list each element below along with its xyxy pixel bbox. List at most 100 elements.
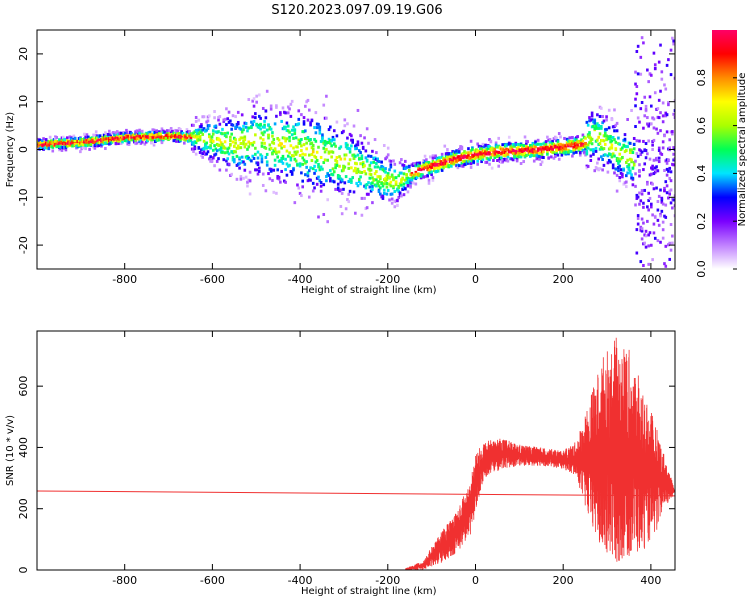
spectrogram-cell <box>293 157 297 161</box>
spectrogram-cell <box>617 165 620 169</box>
spectrogram-cell <box>146 137 149 141</box>
spectrogram-cell <box>451 149 454 153</box>
spectrogram-cell <box>280 160 283 164</box>
spectrogram-cell <box>628 157 632 161</box>
spectrogram-cell <box>565 151 569 155</box>
spectrogram-cell <box>643 95 647 99</box>
spectrogram-cell <box>427 163 431 167</box>
spectrogram-cell <box>338 164 341 168</box>
spectrogram-cell <box>65 139 69 143</box>
spectrogram-cell <box>575 136 578 140</box>
spectrogram-cell <box>656 169 660 173</box>
spectrogram-cell <box>398 171 402 175</box>
spectrogram-cell <box>490 166 494 170</box>
spectrogram-cell <box>643 162 647 166</box>
spectrogram-cell <box>307 108 311 112</box>
spectrogram-cell <box>105 141 109 145</box>
spectrogram-cell <box>296 150 299 154</box>
spectrogram-cell <box>40 142 44 146</box>
spectrogram-cell <box>361 161 365 165</box>
spectrogram-cell <box>257 166 261 170</box>
spectrogram-cell <box>543 144 547 148</box>
spectrogram-cell <box>389 180 393 184</box>
spectrogram-cell <box>471 159 474 163</box>
spectrogram-cell <box>359 175 362 179</box>
spectrogram-cell <box>505 158 508 162</box>
spectrogram-cell <box>75 142 78 146</box>
spectrogram-cell <box>81 146 85 150</box>
spectrogram-cell <box>456 150 460 154</box>
spectrogram-cell <box>580 143 583 147</box>
spectrogram-cell <box>588 116 591 120</box>
spectrogram-cell <box>492 147 495 151</box>
spectrogram-cell <box>323 150 327 154</box>
spectrogram-cell <box>484 143 487 147</box>
spectrogram-cell <box>81 139 85 143</box>
spectrogram-cell <box>355 146 358 150</box>
spectrogram-cell <box>653 236 657 240</box>
spectrogram-cell <box>293 201 297 205</box>
spectrogram-cell <box>613 154 616 158</box>
spectrogram-cell <box>454 150 457 154</box>
spectrogram-cell <box>414 177 418 181</box>
spectrogram-cell <box>239 175 243 179</box>
spectrogram-cell <box>217 143 220 147</box>
spectrogram-cell <box>661 120 665 124</box>
spectrogram-cell <box>647 80 650 84</box>
spectrogram-cell <box>189 132 193 136</box>
spectrogram-cell <box>239 136 243 140</box>
spectrogram-cell <box>536 138 540 142</box>
spectrogram-cell <box>348 147 352 151</box>
spectrogram-cell <box>567 139 570 143</box>
spectrogram-cell <box>184 134 187 138</box>
spectrogram-cell <box>260 154 264 158</box>
spectrogram-cell <box>65 144 69 148</box>
spectrogram-cell <box>517 152 520 156</box>
bottom-y-tick-label: 200 <box>17 498 30 519</box>
spectrogram-cell <box>419 176 423 180</box>
spectrogram-cell <box>510 144 514 148</box>
spectrogram-cell <box>297 117 301 121</box>
spectrogram-cell <box>561 148 565 152</box>
spectrogram-cell <box>653 215 657 219</box>
spectrogram-cell <box>281 161 285 165</box>
spectrogram-cell <box>257 93 261 97</box>
spectrogram-cell <box>389 159 393 163</box>
spectrogram-cell <box>179 135 182 139</box>
spectrogram-cell <box>664 203 668 207</box>
spectrogram-cell <box>65 136 69 140</box>
spectrogram-cell <box>296 123 299 127</box>
spectrogram-cell <box>96 139 99 143</box>
spectrogram-cell <box>388 182 391 186</box>
spectrogram-cell <box>394 183 398 187</box>
spectrogram-cell <box>431 178 435 182</box>
spectrogram-cell <box>673 99 675 103</box>
colorbar-bar <box>712 30 737 269</box>
spectrogram-cell <box>325 179 328 183</box>
spectrogram-cell <box>280 169 283 173</box>
spectrogram-cell <box>315 158 319 162</box>
spectrogram-cell <box>288 163 291 167</box>
spectrogram-cell <box>659 111 662 115</box>
spectrogram-cell <box>126 134 130 138</box>
spectrogram-cell <box>238 161 241 165</box>
spectrogram-cell <box>611 152 615 156</box>
spectrogram-cell <box>92 133 95 137</box>
spectrogram-cell <box>332 138 336 142</box>
spectrogram-cell <box>244 142 248 146</box>
spectrogram-cell <box>223 133 227 137</box>
spectrogram-cell <box>40 139 44 143</box>
spectrogram-cell <box>73 139 77 143</box>
spectrogram-cell <box>242 142 245 146</box>
spectrogram-cell <box>268 167 272 171</box>
spectrogram-cell <box>86 143 90 147</box>
spectrogram-cell <box>72 144 76 148</box>
spectrogram-cell <box>668 146 672 150</box>
spectrogram-cell <box>293 128 297 132</box>
spectrogram-cell <box>282 179 286 183</box>
spectrogram-cell <box>357 177 361 181</box>
spectrogram-cell <box>438 166 441 170</box>
spectrogram-cell <box>507 148 511 152</box>
spectrogram-cell <box>550 155 553 159</box>
spectrogram-cell <box>651 258 654 262</box>
